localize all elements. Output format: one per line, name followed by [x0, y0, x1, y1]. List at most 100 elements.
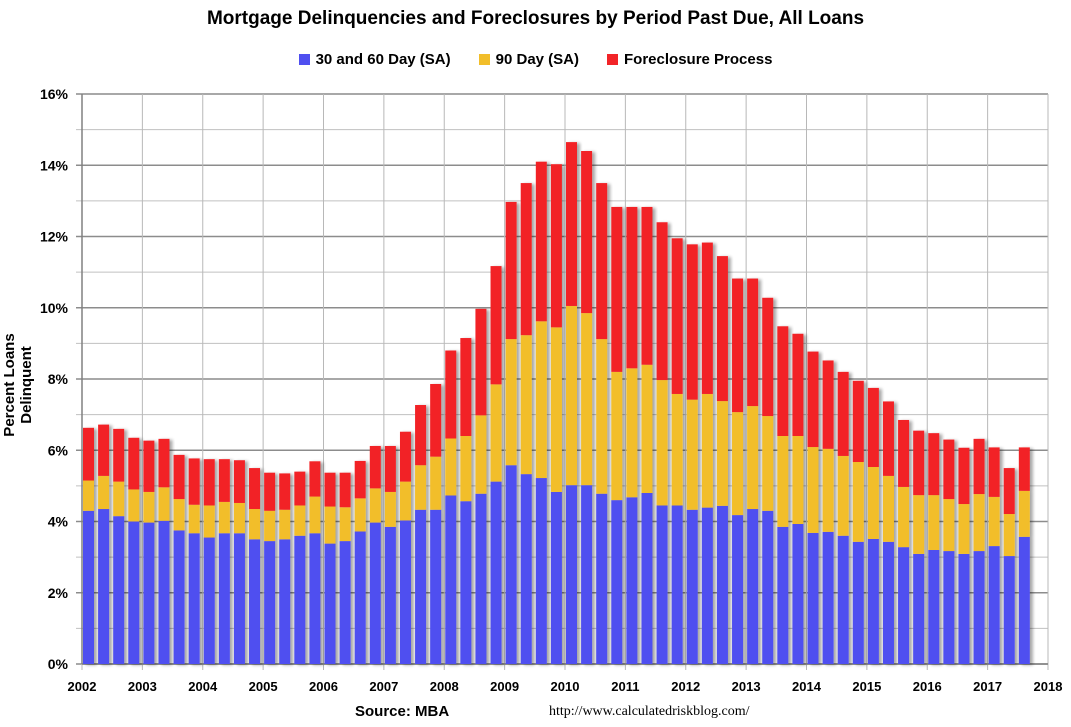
bar-segment: [520, 474, 532, 664]
bar-segment: [384, 491, 396, 527]
bar-segment: [837, 535, 849, 664]
y-tick-label: 10%: [40, 300, 69, 316]
bar-segment: [505, 339, 517, 466]
bar-segment: [113, 481, 125, 517]
bar-segment: [807, 532, 819, 664]
bar-segment: [898, 547, 910, 664]
bar-segment: [445, 350, 457, 439]
source-note: Source: MBA: [355, 703, 450, 720]
bar-segment: [777, 326, 789, 436]
bar-segment: [701, 242, 713, 394]
bar-segment: [143, 491, 155, 523]
bar-stack: [566, 142, 577, 664]
bar-stack: [460, 338, 472, 664]
bar-segment: [807, 351, 819, 448]
bar-stack: [898, 419, 910, 664]
bar-segment: [837, 455, 849, 536]
bar-segment: [581, 313, 593, 486]
bar-stack: [973, 438, 985, 664]
bar-segment: [732, 278, 744, 413]
bar-segment: [550, 327, 562, 492]
bar-segment: [264, 472, 276, 511]
bar-segment: [762, 416, 774, 511]
bar-segment: [716, 505, 728, 664]
bar-stack: [475, 308, 487, 664]
bar-segment: [173, 454, 185, 500]
bar-stack: [762, 297, 774, 664]
bar-segment: [430, 509, 442, 664]
bar-segment: [309, 461, 321, 497]
bar-segment: [264, 541, 276, 664]
bar-stack: [913, 430, 925, 664]
bar-stack: [83, 427, 94, 664]
bar-segment: [173, 499, 185, 531]
bar-segment: [822, 448, 834, 532]
bar-segment: [218, 501, 230, 534]
bar-segment: [611, 500, 623, 664]
x-tick-label: 2011: [611, 679, 639, 694]
bar-segment: [626, 497, 638, 664]
bar-segment: [596, 183, 608, 340]
bar-stack: [415, 405, 427, 664]
bar-segment: [535, 321, 547, 479]
bar-segment: [354, 460, 366, 499]
y-tick-label: 4%: [48, 514, 69, 530]
bar-segment: [581, 151, 593, 314]
bar-segment: [1018, 447, 1030, 491]
bar-segment: [354, 498, 366, 532]
bar-stack: [339, 472, 351, 664]
bar-segment: [535, 478, 547, 664]
bar-segment: [1003, 514, 1015, 557]
bar-segment: [898, 486, 910, 548]
x-tick-label: 2005: [249, 679, 278, 694]
bar-segment: [415, 405, 427, 466]
bar-segment: [158, 520, 170, 664]
bar-segment: [505, 465, 517, 664]
bar-segment: [369, 445, 381, 489]
bar-stack: [113, 428, 125, 664]
bar-segment: [898, 419, 910, 487]
bar-stack: [520, 183, 532, 664]
bar-stack: [430, 383, 442, 664]
bar-segment: [686, 244, 698, 400]
bar-segment: [279, 539, 291, 664]
y-tick-label: 14%: [40, 157, 69, 173]
bar-segment: [384, 445, 396, 492]
y-tick-label: 0%: [48, 656, 69, 672]
bar-stack: [747, 278, 759, 664]
bar-segment: [747, 278, 759, 407]
bar-segment: [626, 368, 638, 498]
legend-item: 30 and 60 Day (SA): [298, 51, 451, 68]
bar-segment: [83, 510, 94, 664]
x-tick-label: 2016: [913, 679, 942, 694]
bar-segment: [852, 380, 864, 463]
bar-segment: [867, 538, 879, 664]
bar-segment: [566, 485, 577, 664]
bar-segment: [777, 436, 789, 527]
bar-stack: [1018, 447, 1030, 664]
bar-segment: [430, 383, 442, 457]
bar-segment: [520, 183, 532, 336]
bar-segment: [98, 509, 110, 664]
legend-item: 90 Day (SA): [478, 51, 579, 68]
bar-segment: [460, 338, 472, 436]
bar-segment: [399, 481, 411, 521]
x-tick-label: 2002: [68, 679, 97, 694]
bar-stack: [837, 371, 849, 664]
bar-segment: [882, 541, 894, 664]
bar-segment: [354, 531, 366, 664]
bar-segment: [294, 535, 306, 664]
bar-segment: [747, 406, 759, 510]
bar-segment: [233, 460, 245, 503]
legend-item: Foreclosure Process: [607, 51, 772, 68]
bar-segment: [988, 447, 1000, 497]
bar-segment: [415, 509, 427, 664]
bar-stack: [611, 206, 623, 664]
bar-segment: [535, 161, 547, 322]
bar-segment: [1003, 556, 1015, 664]
bar-stack: [128, 437, 140, 664]
bar-segment: [701, 507, 713, 664]
bar-segment: [98, 424, 110, 476]
bar-stack: [233, 460, 245, 664]
